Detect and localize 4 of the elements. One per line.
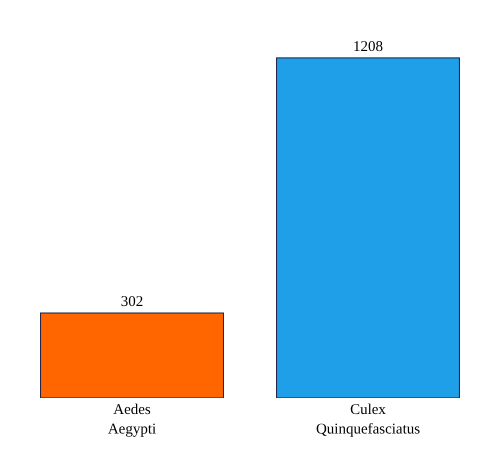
x-tick-label: Culex Quinquefasciatus (316, 402, 420, 438)
x-tick-label: Aedes Aegypti (108, 402, 156, 438)
data-label: 302 (120, 294, 144, 310)
data-label: 1208 (353, 38, 383, 55)
